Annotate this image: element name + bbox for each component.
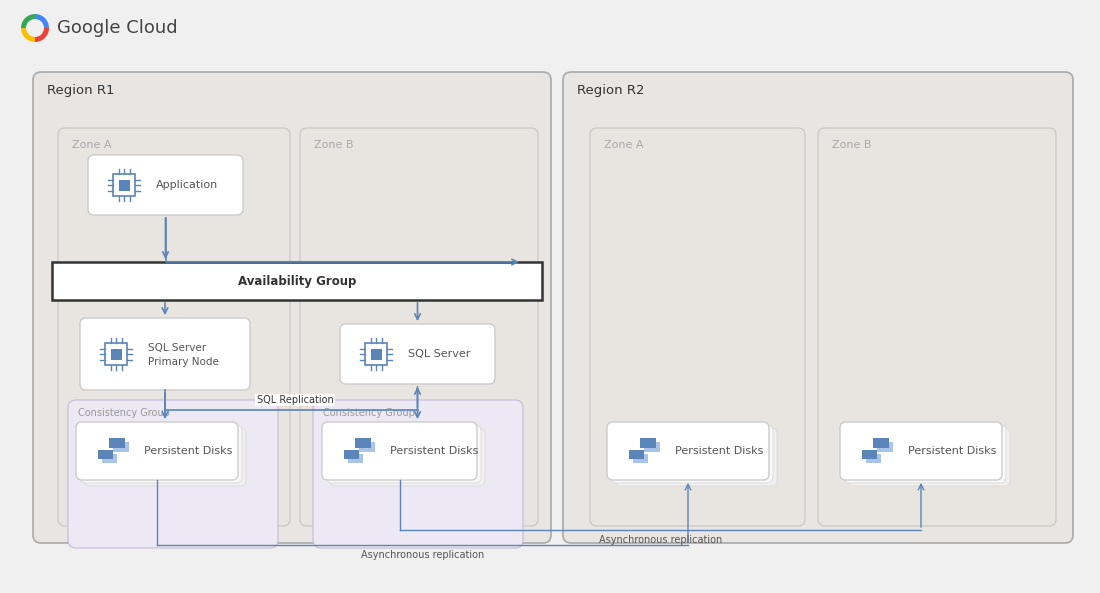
FancyBboxPatch shape (300, 128, 538, 526)
FancyBboxPatch shape (68, 400, 278, 548)
FancyBboxPatch shape (80, 318, 250, 390)
Bar (629, 449, 645, 460)
FancyBboxPatch shape (80, 425, 242, 483)
Bar (632, 454, 648, 463)
FancyBboxPatch shape (314, 400, 522, 548)
FancyBboxPatch shape (610, 425, 773, 483)
Text: Persistent Disks: Persistent Disks (675, 446, 763, 456)
Text: Zone B: Zone B (832, 140, 871, 150)
Text: Consistency Group: Consistency Group (78, 408, 169, 418)
FancyBboxPatch shape (844, 425, 1006, 483)
FancyBboxPatch shape (818, 128, 1056, 526)
FancyBboxPatch shape (563, 72, 1072, 543)
Bar (360, 442, 375, 452)
Bar (355, 438, 371, 448)
Bar (119, 180, 130, 190)
FancyBboxPatch shape (326, 425, 481, 483)
Text: Region R1: Region R1 (47, 84, 114, 97)
FancyBboxPatch shape (84, 428, 246, 486)
Text: Primary Node: Primary Node (148, 357, 219, 367)
Bar (640, 438, 656, 448)
Wedge shape (35, 28, 50, 42)
FancyBboxPatch shape (607, 422, 769, 480)
Bar (365, 343, 387, 365)
Text: Persistent Disks: Persistent Disks (390, 446, 478, 456)
Bar (371, 349, 382, 359)
Text: SQL Replication: SQL Replication (256, 395, 333, 405)
FancyBboxPatch shape (88, 155, 243, 215)
Text: SQL Server: SQL Server (408, 349, 471, 359)
FancyBboxPatch shape (33, 72, 551, 543)
Bar (52, 262, 542, 300)
Text: Availability Group: Availability Group (238, 275, 356, 288)
FancyBboxPatch shape (340, 324, 495, 384)
Circle shape (28, 21, 42, 35)
Text: Zone B: Zone B (314, 140, 353, 150)
Bar (113, 174, 135, 196)
Text: Google Cloud: Google Cloud (57, 19, 177, 37)
Text: Persistent Disks: Persistent Disks (144, 446, 232, 456)
FancyBboxPatch shape (322, 422, 477, 480)
Bar (866, 454, 881, 463)
FancyBboxPatch shape (76, 422, 238, 480)
Bar (344, 449, 360, 460)
Bar (877, 442, 892, 452)
Text: Zone A: Zone A (72, 140, 111, 150)
FancyBboxPatch shape (615, 428, 777, 486)
Text: Application: Application (156, 180, 218, 190)
Text: Asynchronous replication: Asynchronous replication (598, 535, 722, 545)
Text: SQL Server: SQL Server (148, 343, 206, 353)
Wedge shape (35, 14, 50, 28)
FancyBboxPatch shape (590, 128, 805, 526)
Text: Consistency Group: Consistency Group (323, 408, 415, 418)
Text: Region R2: Region R2 (578, 84, 645, 97)
Bar (113, 442, 129, 452)
Wedge shape (21, 14, 35, 28)
Text: Persistent Disks: Persistent Disks (908, 446, 997, 456)
Bar (873, 438, 889, 448)
FancyBboxPatch shape (840, 422, 1002, 480)
Bar (98, 449, 113, 460)
Bar (109, 438, 124, 448)
Text: Zone A: Zone A (604, 140, 644, 150)
Bar (110, 349, 121, 359)
Wedge shape (21, 28, 35, 42)
Bar (102, 454, 118, 463)
Bar (104, 343, 126, 365)
Bar (645, 442, 660, 452)
FancyBboxPatch shape (58, 128, 290, 526)
FancyBboxPatch shape (848, 428, 1010, 486)
Text: Asynchronous replication: Asynchronous replication (361, 550, 484, 560)
FancyBboxPatch shape (330, 428, 485, 486)
Bar (348, 454, 363, 463)
Bar (862, 449, 878, 460)
